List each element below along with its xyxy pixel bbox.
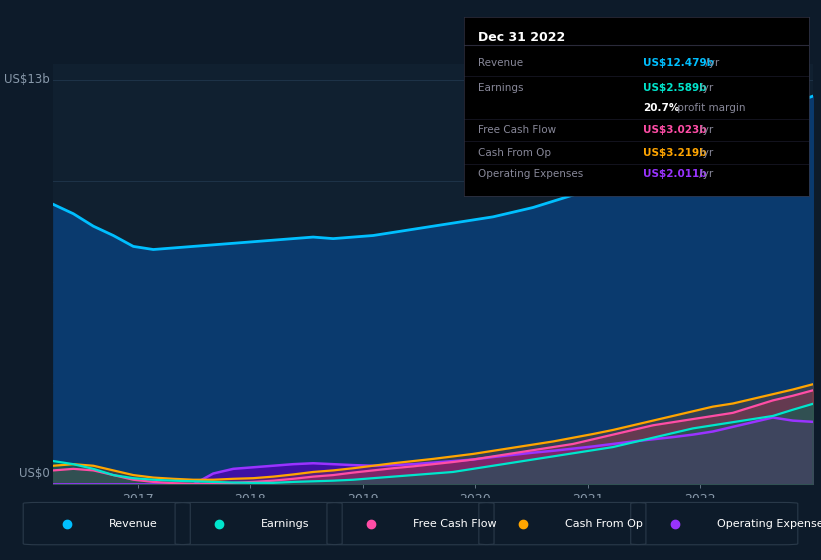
Text: US$2.011b: US$2.011b — [643, 170, 707, 180]
Text: US$12.479b: US$12.479b — [643, 58, 714, 68]
Text: Dec 31 2022: Dec 31 2022 — [478, 31, 565, 44]
Text: US$0: US$0 — [19, 467, 49, 480]
Text: Cash From Op: Cash From Op — [565, 519, 643, 529]
Text: Operating Expenses: Operating Expenses — [717, 519, 821, 529]
Text: Free Cash Flow: Free Cash Flow — [413, 519, 497, 529]
Text: /yr: /yr — [696, 170, 713, 180]
Text: Earnings: Earnings — [261, 519, 310, 529]
Text: /yr: /yr — [696, 83, 713, 94]
Text: US$2.589b: US$2.589b — [643, 83, 707, 94]
Text: 20.7%: 20.7% — [643, 103, 680, 113]
Text: Earnings: Earnings — [478, 83, 523, 94]
Text: /yr: /yr — [696, 125, 713, 135]
Text: /yr: /yr — [702, 58, 719, 68]
Text: Revenue: Revenue — [478, 58, 523, 68]
Text: US$3.023b: US$3.023b — [643, 125, 707, 135]
Text: Free Cash Flow: Free Cash Flow — [478, 125, 556, 135]
Text: /yr: /yr — [696, 148, 713, 158]
Text: profit margin: profit margin — [674, 103, 745, 113]
Text: US$3.219b: US$3.219b — [643, 148, 707, 158]
Text: US$13b: US$13b — [4, 73, 49, 86]
Text: Cash From Op: Cash From Op — [478, 148, 551, 158]
Text: Revenue: Revenue — [109, 519, 158, 529]
Text: Operating Expenses: Operating Expenses — [478, 170, 583, 180]
